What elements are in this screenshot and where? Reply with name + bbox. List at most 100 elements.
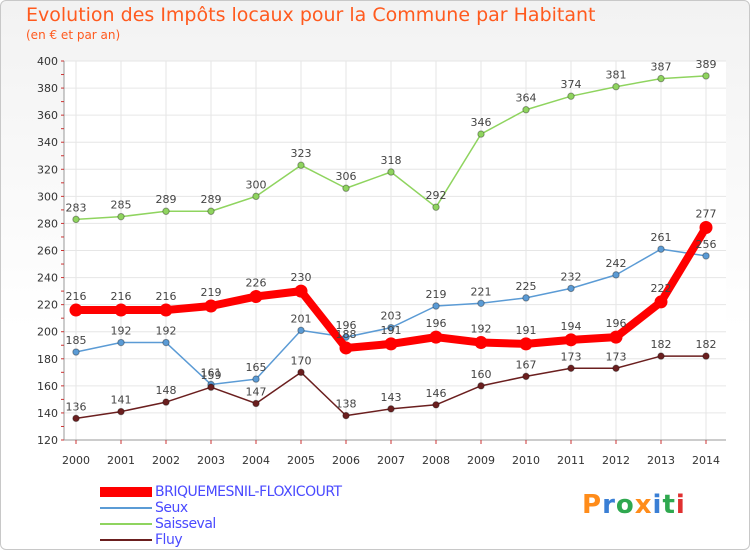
data-label: 219: [426, 288, 447, 301]
data-label: 277: [696, 207, 717, 220]
chart-title: Evolution des Impôts locaux pour la Comm…: [26, 4, 596, 26]
data-point: [114, 303, 128, 317]
x-tick-label: 2000: [62, 454, 90, 467]
data-point: [72, 215, 80, 224]
data-label: 196: [426, 317, 447, 330]
x-tick-label: 2012: [602, 454, 630, 467]
y-tick-label: 200: [37, 326, 58, 339]
data-point: [72, 414, 80, 423]
data-point: [564, 333, 578, 347]
data-point: [702, 352, 710, 360]
data-point: [72, 348, 80, 356]
y-tick-label: 240: [37, 272, 58, 285]
legend-label: Seux: [155, 500, 188, 516]
y-tick-label: 320: [37, 163, 58, 176]
data-label: 285: [111, 199, 132, 212]
data-point: [657, 245, 665, 253]
data-label: 143: [381, 391, 402, 404]
data-point: [432, 203, 440, 211]
proxiti-logo: Proxiti: [582, 490, 686, 520]
data-point: [69, 303, 83, 317]
data-point: [387, 405, 395, 413]
data-label: 221: [471, 285, 492, 298]
data-label: 196: [606, 317, 627, 330]
data-point: [522, 106, 530, 114]
x-tick-label: 2009: [467, 454, 495, 467]
data-point: [699, 220, 713, 234]
data-label: 216: [156, 290, 177, 303]
data-point: [612, 271, 620, 279]
legend-swatch: [100, 539, 152, 541]
data-point: [252, 375, 260, 383]
data-point: [609, 330, 623, 344]
y-tick-label: 120: [37, 434, 58, 447]
data-label: 289: [156, 193, 177, 206]
data-label: 146: [426, 387, 447, 400]
data-label: 161: [201, 367, 222, 380]
data-point: [654, 295, 668, 309]
data-label: 185: [66, 334, 87, 347]
data-label: 219: [201, 286, 222, 299]
data-point: [477, 299, 485, 307]
legend-label: BRIQUEMESNIL-FLOXICOURT: [155, 484, 342, 500]
data-point: [474, 336, 488, 350]
data-label: 165: [246, 361, 267, 374]
data-point: [432, 302, 440, 310]
data-point: [522, 372, 530, 381]
data-label: 300: [246, 178, 267, 191]
data-point: [342, 333, 350, 341]
data-label: 136: [66, 400, 87, 413]
data-point: [297, 368, 305, 377]
data-point: [387, 168, 395, 176]
data-label: 242: [606, 257, 627, 270]
legend-label: Saisseval: [155, 516, 216, 532]
data-label: 188: [336, 328, 357, 341]
y-tick-label: 380: [37, 82, 58, 95]
data-label: 173: [606, 350, 627, 363]
data-point: [159, 303, 173, 317]
legend-swatch: [100, 487, 152, 497]
data-point: [477, 382, 485, 390]
data-label: 346: [471, 116, 492, 129]
data-label: 374: [561, 78, 582, 91]
data-label: 292: [426, 189, 447, 202]
data-label: 160: [471, 368, 492, 381]
data-point: [207, 383, 215, 391]
data-label: 222: [651, 282, 672, 295]
data-point: [339, 341, 353, 355]
data-label: 159: [201, 369, 222, 382]
data-point: [252, 192, 260, 201]
data-point: [519, 337, 533, 351]
data-point: [567, 364, 575, 372]
chart-subtitle: (en € et par an): [26, 28, 121, 42]
data-label: 173: [561, 350, 582, 363]
x-tick-label: 2002: [152, 454, 180, 467]
data-label: 381: [606, 69, 627, 82]
data-point: [297, 326, 305, 335]
data-point: [162, 207, 170, 215]
data-label: 323: [291, 147, 312, 160]
data-point: [207, 207, 215, 215]
data-label: 192: [111, 325, 132, 338]
data-label: 364: [516, 92, 537, 105]
data-label: 225: [516, 280, 537, 293]
legend-label: Fluy: [155, 532, 183, 548]
data-label: 191: [381, 324, 402, 337]
x-tick-label: 2004: [242, 454, 270, 467]
data-label: 191: [516, 324, 537, 337]
x-tick-label: 2003: [197, 454, 225, 467]
data-point: [612, 364, 620, 372]
y-tick-label: 220: [37, 299, 58, 312]
data-label: 167: [516, 358, 537, 371]
data-point: [204, 299, 218, 313]
data-point: [612, 83, 620, 91]
data-point: [297, 161, 305, 169]
data-label: 230: [291, 271, 312, 284]
data-label: 226: [246, 277, 267, 290]
data-point: [477, 130, 485, 138]
data-label: 182: [696, 338, 717, 351]
data-label: 216: [111, 290, 132, 303]
data-label: 216: [66, 290, 87, 303]
data-point: [162, 398, 170, 406]
x-tick-label: 2014: [692, 454, 720, 467]
